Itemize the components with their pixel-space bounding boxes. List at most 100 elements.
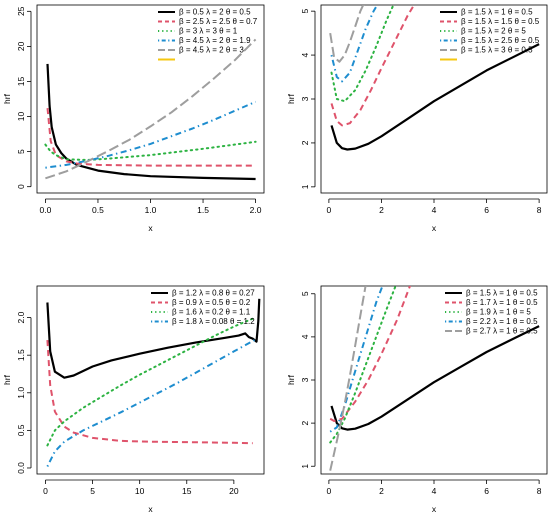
x-axis-title: x: [148, 504, 153, 514]
x-tick-label: 2: [379, 486, 384, 496]
series-line-1: [330, 325, 540, 431]
x-axis-title: x: [148, 223, 153, 233]
x-tick-label: 1.0: [145, 205, 157, 215]
plot-frame: [36, 285, 265, 475]
x-tick-label: 8: [537, 205, 542, 215]
x-tick-label: 6: [484, 205, 489, 215]
legend-label-2: β = 0.9 λ = 0.5 θ = 0.2: [172, 298, 251, 307]
legend-label-3: β = 1.5 λ = 2 θ = 5: [461, 27, 526, 36]
legend-label-5: β = 1.5 λ = 3 θ = 0.5: [461, 46, 533, 55]
y-tick-label: 15: [16, 76, 26, 86]
y-tick-label: 1.5: [16, 349, 26, 361]
series-lines: [46, 298, 261, 467]
x-tick-label: 0: [43, 486, 48, 496]
legend-label-5: β = 2.7 λ = 1 θ = 0.5: [466, 327, 538, 336]
legend-label-1: β = 1.2 λ = 0.8 θ = 0.27: [172, 289, 255, 298]
y-axis-title: hrf: [286, 374, 296, 385]
y-tick-label: 10: [16, 112, 26, 122]
legend: β = 0.5 λ = 2 θ = 0.5β = 2.5 λ = 2.5 θ =…: [158, 8, 258, 61]
series-lines: [329, 5, 540, 151]
x-tick-label: 10: [135, 486, 145, 496]
series-line-5: [329, 5, 365, 63]
y-tick-label: 2: [300, 420, 310, 425]
y-axis-title: hrf: [286, 93, 296, 104]
x-tick-label: 2.0: [250, 205, 262, 215]
x-tick-label: 2: [379, 205, 384, 215]
y-tick-label: 4: [300, 334, 310, 339]
series-line-1: [46, 298, 261, 379]
legend-label-1: β = 1.5 λ = 1 θ = 0.5: [466, 289, 538, 298]
legend-label-3: β = 1.6 λ = 0.2 θ = 1.1: [172, 308, 251, 317]
x-tick-label: 0: [327, 486, 332, 496]
x-tick-label: 4: [432, 205, 437, 215]
legend-label-4: β = 1.5 λ = 2.5 θ = 0.5: [461, 36, 540, 45]
series-line-2: [330, 5, 416, 127]
x-tick-label: 0.0: [39, 205, 51, 215]
x-tick-label: 20: [229, 486, 239, 496]
legend-label-4: β = 2.2 λ = 1 θ = 0.5: [466, 317, 538, 326]
legend-label-2: β = 1.5 λ = 1.5 θ = 0.5: [461, 17, 540, 26]
y-axis-title: hrf: [2, 374, 12, 385]
legend: β = 1.2 λ = 0.8 θ = 0.27β = 0.9 λ = 0.5 …: [151, 289, 255, 326]
series-line-4: [329, 286, 384, 433]
chart-panel-top-left: 0.0 0.5 1.0 1.5 2.0 x 0 5 10 15 20 25 hrf β = 0.5 λ =…: [2, 4, 265, 233]
series-line-2: [329, 286, 412, 422]
chart-panel-bottom-left: 0 5 10 15 20 x 0.0 0.5 1.0 1.5 2.0 hrf β = 1.2 λ = 0…: [2, 285, 265, 514]
legend: β = 1.5 λ = 1 θ = 0.5β = 1.5 λ = 1.5 θ =…: [440, 8, 540, 61]
y-tick-label: 0: [16, 184, 26, 189]
y-axis-title: hrf: [2, 93, 12, 104]
plot-frame: [320, 285, 548, 475]
y-tick-label: 0.0: [16, 462, 26, 474]
y-tick-label: 5: [300, 9, 310, 14]
series-line-2: [46, 108, 256, 167]
series-line-3: [329, 286, 397, 444]
x-tick-label: 15: [182, 486, 192, 496]
series-line-5: [45, 38, 257, 180]
legend-label-1: β = 0.5 λ = 2 θ = 0.5: [179, 8, 251, 17]
y-tick-label: 5: [300, 291, 310, 296]
legend-label-4: β = 4.5 λ = 2 θ = 1.9: [179, 36, 251, 45]
series-lines: [329, 286, 540, 471]
series-line-1: [330, 43, 540, 151]
x-tick-label: 1.5: [197, 205, 209, 215]
series-line-3: [44, 140, 257, 161]
legend-label-2: β = 2.5 λ = 2.5 θ = 0.7: [179, 17, 258, 26]
y-tick-label: 5: [16, 149, 26, 154]
plot-frame: [36, 4, 265, 194]
legend: β = 1.5 λ = 1 θ = 0.5β = 1.7 λ = 1 θ = 0…: [445, 289, 538, 336]
y-tick-label: 1.0: [16, 387, 26, 399]
y-tick-label: 3: [300, 377, 310, 382]
series-line-3: [330, 5, 395, 103]
series-line-2: [46, 340, 253, 445]
y-tick-label: 1: [300, 464, 310, 469]
y-tick-label: 20: [16, 41, 26, 51]
x-tick-label: 8: [537, 486, 542, 496]
x-tick-label: 5: [90, 486, 95, 496]
x-tick-label: 6: [484, 486, 489, 496]
series-line-3: [46, 316, 257, 447]
legend-label-4: β = 1.8 λ = 0.08 θ = 1.2: [172, 317, 255, 326]
series-lines: [44, 38, 257, 181]
y-tick-label: 2: [300, 140, 310, 145]
y-tick-label: 1: [300, 184, 310, 189]
y-tick-label: 4: [300, 52, 310, 57]
series-line-4: [46, 339, 256, 467]
series-line-4: [330, 5, 379, 83]
y-tick-label: 0.5: [16, 424, 26, 436]
series-line-4: [45, 100, 256, 169]
x-axis-title: x: [432, 223, 437, 233]
series-line-5: [329, 286, 367, 471]
legend-label-1: β = 1.5 λ = 1 θ = 0.5: [461, 8, 533, 17]
y-tick-label: 3: [300, 96, 310, 101]
x-tick-label: 0.5: [92, 205, 104, 215]
legend-label-5: β = 4.5 λ = 2 θ = 3: [179, 46, 244, 55]
plot-frame: [320, 4, 548, 194]
legend-label-2: β = 1.7 λ = 1 θ = 0.5: [466, 298, 538, 307]
x-tick-label: 4: [432, 486, 437, 496]
legend-label-3: β = 1.9 λ = 1 θ = 5: [466, 308, 531, 317]
y-tick-label: 2.0: [16, 311, 26, 323]
legend-label-3: β = 3 λ = 3 θ = 1: [179, 27, 238, 36]
